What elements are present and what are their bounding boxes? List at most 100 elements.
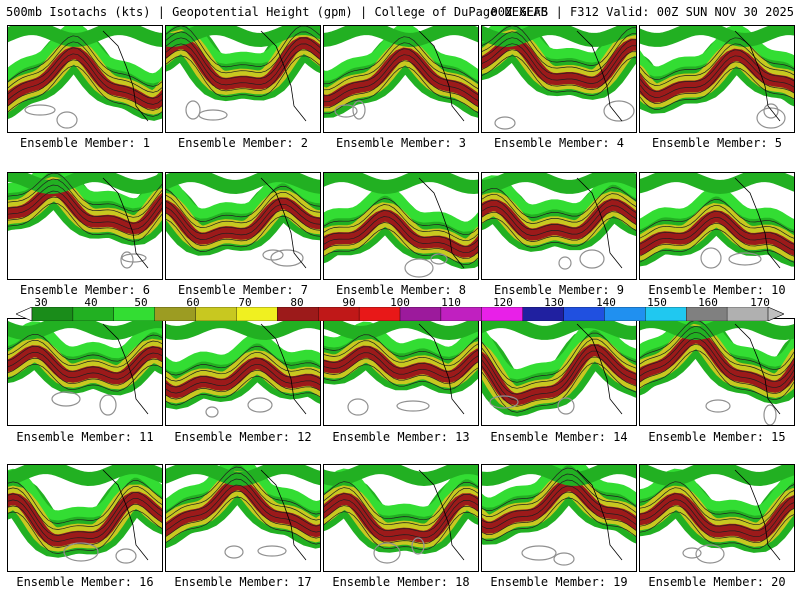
colorbar-swatch bbox=[563, 307, 606, 321]
height-contour bbox=[8, 196, 162, 236]
member-label: Ensemble Member: 5 bbox=[651, 136, 783, 150]
gray-contour bbox=[185, 100, 201, 120]
isotach-band bbox=[166, 465, 320, 512]
ensemble-member-map bbox=[481, 464, 637, 572]
colorbar-tick-label: 60 bbox=[186, 296, 200, 309]
height-contour bbox=[640, 487, 794, 526]
isotach-band bbox=[324, 26, 478, 48]
gray-contour bbox=[494, 116, 516, 130]
isotach-band bbox=[640, 492, 794, 542]
isotach-band bbox=[482, 173, 636, 195]
height-contour bbox=[482, 26, 636, 66]
ensemble-member-map bbox=[165, 318, 321, 426]
gray-contour bbox=[352, 100, 366, 120]
gray-contour bbox=[396, 400, 430, 412]
isotach-band bbox=[482, 320, 636, 380]
gray-contour bbox=[115, 548, 137, 564]
gray-contour bbox=[557, 397, 575, 415]
member-label: Ensemble Member: 14 bbox=[490, 430, 628, 444]
height-contour bbox=[640, 49, 794, 92]
height-contour bbox=[640, 204, 794, 239]
colorbar-tick-label: 150 bbox=[647, 296, 667, 309]
height-contour bbox=[324, 42, 478, 91]
ensemble-member-map bbox=[639, 318, 795, 426]
isotach-band bbox=[8, 183, 162, 235]
colorbar-swatch bbox=[686, 307, 728, 321]
colorbar bbox=[16, 307, 784, 321]
isotach-band bbox=[324, 465, 478, 487]
colorbar-tick-label: 90 bbox=[342, 296, 356, 309]
height-contour bbox=[324, 334, 478, 361]
isotach-map bbox=[324, 319, 478, 416]
height-contour bbox=[166, 197, 320, 234]
gray-contour bbox=[404, 258, 434, 278]
coastline bbox=[734, 30, 781, 122]
member-label: Ensemble Member: 12 bbox=[174, 430, 312, 444]
isotach-band bbox=[324, 319, 478, 341]
isotach-band bbox=[482, 344, 636, 406]
height-contour bbox=[8, 492, 162, 536]
chart-title: 500mb Isotachs (kts) | Geopotential Heig… bbox=[6, 5, 548, 19]
isotach-map bbox=[482, 173, 636, 270]
isotach-map bbox=[166, 26, 320, 122]
colorbar-swatch bbox=[399, 307, 442, 321]
valid-time: 00Z GEFS | F312 Valid: 00Z SUN NOV 30 20… bbox=[490, 5, 794, 19]
height-contour bbox=[640, 210, 794, 245]
coastline bbox=[734, 177, 781, 269]
isotach-band bbox=[8, 46, 162, 110]
height-contour bbox=[640, 493, 794, 532]
ensemble-member-map bbox=[481, 25, 637, 133]
isotach-map bbox=[482, 465, 636, 566]
height-contour bbox=[640, 228, 794, 263]
coastline bbox=[260, 177, 307, 269]
height-contour bbox=[482, 37, 636, 78]
isotach-band bbox=[166, 333, 320, 373]
height-contour bbox=[324, 340, 478, 367]
height-contour bbox=[324, 364, 478, 391]
height-contour bbox=[166, 185, 320, 222]
colorbar-tick-label: 70 bbox=[238, 296, 252, 309]
isotach-map bbox=[324, 465, 478, 564]
height-contour bbox=[324, 54, 478, 103]
member-label: Ensemble Member: 6 bbox=[19, 283, 151, 297]
gray-contour bbox=[521, 545, 557, 561]
colorbar-swatch bbox=[277, 307, 319, 321]
colorbar-tick-label: 170 bbox=[750, 296, 770, 309]
isotach-band bbox=[8, 465, 162, 487]
isotach-band bbox=[166, 465, 320, 487]
colorbar-swatch bbox=[726, 307, 769, 321]
ensemble-member-map bbox=[639, 25, 795, 133]
isotach-map bbox=[8, 465, 162, 564]
isotach-band bbox=[166, 36, 320, 90]
height-contour bbox=[8, 480, 162, 524]
isotach-map bbox=[482, 319, 636, 417]
member-label: Ensemble Member: 16 bbox=[16, 575, 154, 589]
gray-contour bbox=[579, 249, 605, 269]
member-label: Ensemble Member: 8 bbox=[335, 283, 467, 297]
height-contour bbox=[324, 499, 478, 539]
member-label: Ensemble Member: 17 bbox=[174, 575, 312, 589]
isotach-band bbox=[640, 210, 794, 256]
isotach-map bbox=[166, 173, 320, 269]
isotach-band bbox=[8, 26, 162, 47]
height-contour bbox=[640, 319, 794, 371]
isotach-band bbox=[324, 173, 478, 195]
height-contour bbox=[166, 369, 320, 400]
height-contour bbox=[324, 198, 478, 236]
isotach-band bbox=[324, 26, 478, 81]
gray-contour bbox=[763, 103, 779, 119]
coastline bbox=[418, 323, 465, 415]
coastline bbox=[576, 30, 623, 122]
gray-contour bbox=[603, 100, 635, 122]
coastline bbox=[734, 323, 781, 415]
height-contour bbox=[482, 199, 636, 230]
height-contour bbox=[640, 499, 794, 538]
gray-contour bbox=[121, 253, 147, 263]
isotach-band bbox=[166, 173, 320, 195]
isotach-map bbox=[640, 26, 794, 129]
height-contour bbox=[166, 363, 320, 394]
colorbar-tick-label: 100 bbox=[390, 296, 410, 309]
member-label: Ensemble Member: 2 bbox=[177, 136, 309, 150]
colorbar-tick-label: 50 bbox=[134, 296, 148, 309]
gray-contour bbox=[728, 252, 762, 266]
